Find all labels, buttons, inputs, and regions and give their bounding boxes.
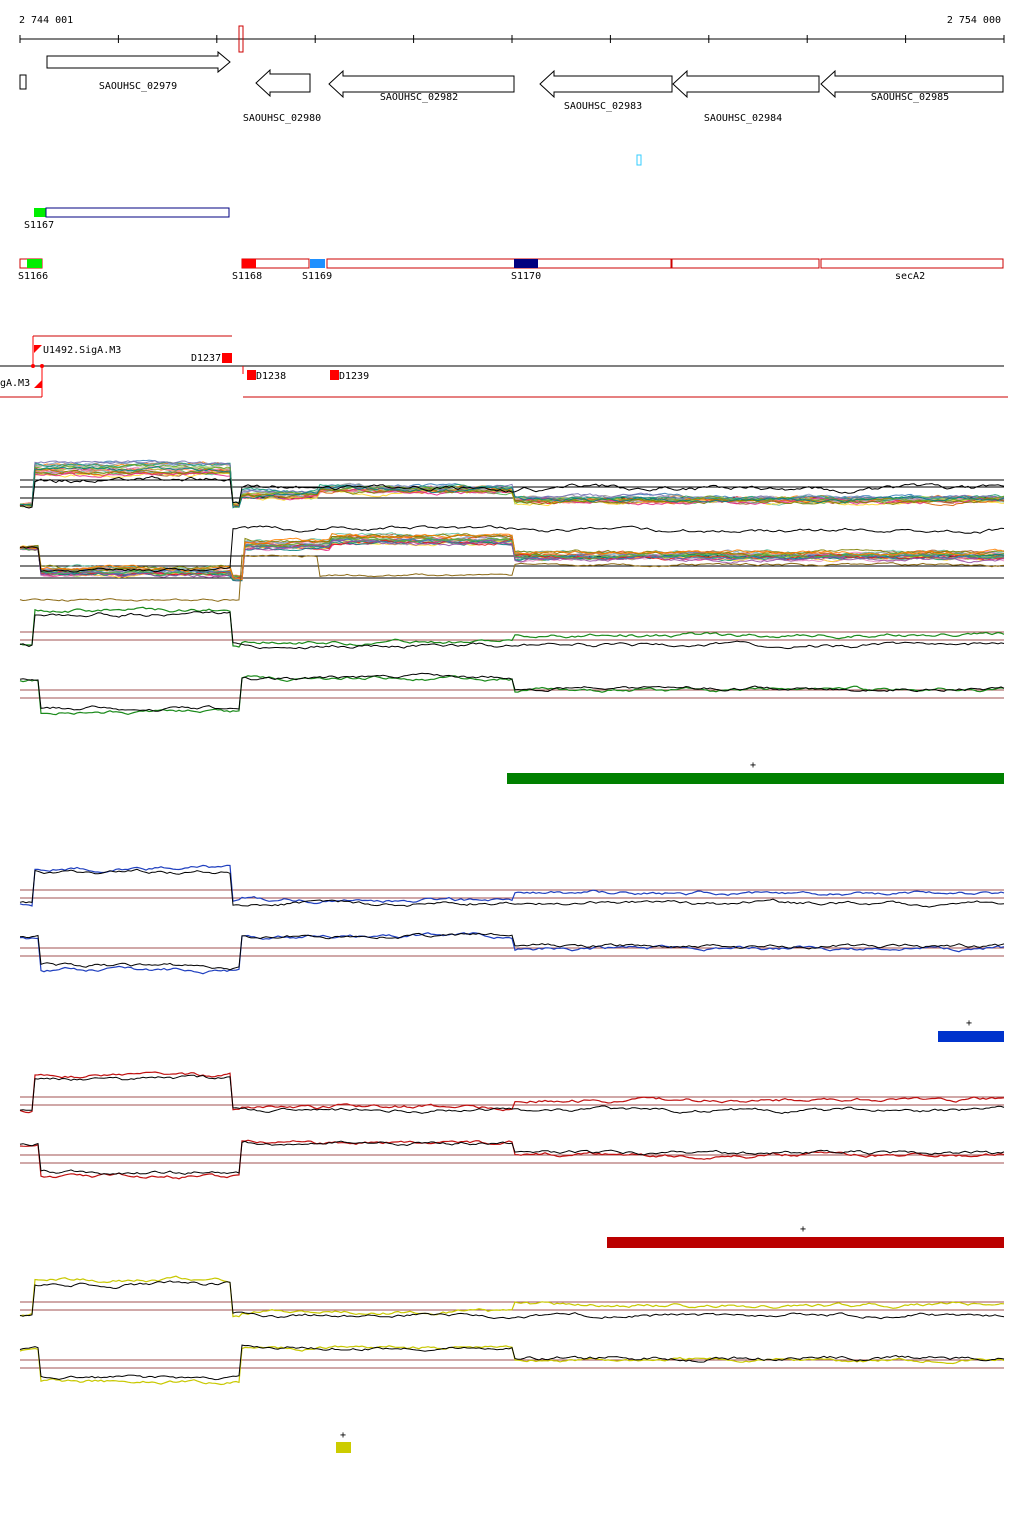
segment-block[interactable]: [514, 259, 538, 268]
gene-arrow-02985[interactable]: [820, 69, 1004, 99]
gene-label: SAOUHSC_02982: [380, 92, 458, 103]
profile-blue: [19, 864, 1005, 975]
segment-outline[interactable]: [326, 258, 672, 269]
signal-trace: [19, 525, 1005, 573]
gene-label: SAOUHSC_02984: [704, 113, 782, 124]
gene-arrow-02980[interactable]: [255, 68, 311, 98]
profile-multicolor: [19, 459, 1005, 602]
coordinate-ruler: 2 744 001 2 754 000: [19, 15, 1005, 53]
gene-arrow-partial[interactable]: [19, 74, 27, 90]
signal-trace: [19, 672, 1005, 712]
promoter-label: gA.M3: [0, 378, 30, 389]
signal-trace: [19, 475, 1005, 509]
condition-bar-blue[interactable]: [938, 1031, 1004, 1042]
gene-arrow-02982[interactable]: [328, 69, 515, 99]
ruler-start-label: 2 744 001: [19, 15, 73, 26]
signal-trace: [19, 554, 1005, 602]
signal-trace: [19, 606, 1005, 648]
signal-trace: [19, 611, 1005, 650]
signal-trace: [19, 868, 1005, 908]
segment-track: S1167 S1166 S1168 S1169 S1170 secA2: [18, 207, 1004, 282]
segment-label: S1167: [24, 220, 54, 231]
signal-trace: [19, 460, 1005, 508]
segment-label: S1169: [302, 271, 332, 282]
signal-trace: [19, 463, 1005, 508]
segment-label: S1166: [18, 271, 48, 282]
signal-trace: [19, 538, 1005, 579]
terminator-label: D1238: [256, 371, 286, 382]
promoter-flag[interactable]: [34, 345, 42, 353]
bar-marker: +: [966, 1018, 972, 1029]
signal-trace: [19, 1275, 1005, 1318]
terminator-block[interactable]: [330, 370, 339, 380]
segment-label: S1170: [511, 271, 541, 282]
signal-trace: [19, 1074, 1005, 1115]
signal-trace: [19, 864, 1005, 907]
position-cursor[interactable]: [238, 25, 244, 53]
signal-trace: [19, 1280, 1005, 1320]
condition-bar-yellow[interactable]: [336, 1442, 351, 1453]
expression-profiles: [19, 459, 1005, 1386]
bar-marker: +: [800, 1224, 806, 1235]
signal-trace: [19, 932, 1005, 975]
signal-trace: [19, 533, 1005, 581]
segment-label: secA2: [895, 271, 925, 282]
condition-bar-green[interactable]: [507, 773, 1004, 784]
segment-outline[interactable]: [820, 258, 1004, 269]
gene-track: SAOUHSC_02979 SAOUHSC_02980 SAOUHSC_0298…: [19, 50, 1004, 166]
gene-arrow-02983[interactable]: [539, 69, 673, 99]
signal-trace: [19, 539, 1005, 580]
signal-trace: [19, 1139, 1005, 1180]
signal-trace: [20, 465, 1005, 509]
gene-label: SAOUHSC_02979: [99, 81, 177, 92]
signal-trace: [19, 932, 1005, 971]
segment-block[interactable]: [310, 259, 325, 268]
terminator-label: D1239: [339, 371, 369, 382]
gene-label: SAOUHSC_02985: [871, 92, 949, 103]
gene-arrow-02979[interactable]: [46, 50, 231, 74]
gene-arrow-02984[interactable]: [672, 69, 820, 99]
segment-outline[interactable]: [671, 258, 820, 269]
segment-outline[interactable]: [45, 207, 230, 218]
signal-trace: [19, 1345, 1005, 1386]
terminator-label: D1237: [191, 353, 221, 364]
signal-trace: [19, 1344, 1005, 1381]
signal-trace: [19, 1140, 1005, 1175]
bar-marker: +: [340, 1430, 346, 1441]
terminator-block[interactable]: [247, 370, 256, 380]
profile-red: [19, 1071, 1005, 1180]
profile-green: [19, 606, 1005, 716]
segment-block[interactable]: [27, 259, 42, 268]
signal-trace: [19, 537, 1005, 580]
segment-block[interactable]: [242, 259, 256, 268]
signal-trace: [19, 675, 1005, 716]
condition-bar-red[interactable]: [607, 1237, 1004, 1248]
condition-bars: + + + +: [336, 760, 1004, 1453]
promoter-track: U1492.SigA.M3 gA.M3 D1237 D1238 D1239: [0, 335, 1008, 398]
bar-marker: +: [750, 760, 756, 771]
segment-label: S1168: [232, 271, 262, 282]
ruler-end-label: 2 754 000: [947, 15, 1001, 26]
promoter-flag[interactable]: [34, 380, 42, 388]
small-feature[interactable]: [636, 154, 642, 166]
promoter-label: U1492.SigA.M3: [43, 345, 121, 356]
profile-yellow: [19, 1275, 1005, 1386]
terminator-block[interactable]: [222, 353, 232, 363]
gene-label: SAOUHSC_02983: [564, 101, 642, 112]
segment-block[interactable]: [34, 208, 46, 217]
signal-trace: [19, 1071, 1005, 1114]
gene-label: SAOUHSC_02980: [243, 113, 321, 124]
